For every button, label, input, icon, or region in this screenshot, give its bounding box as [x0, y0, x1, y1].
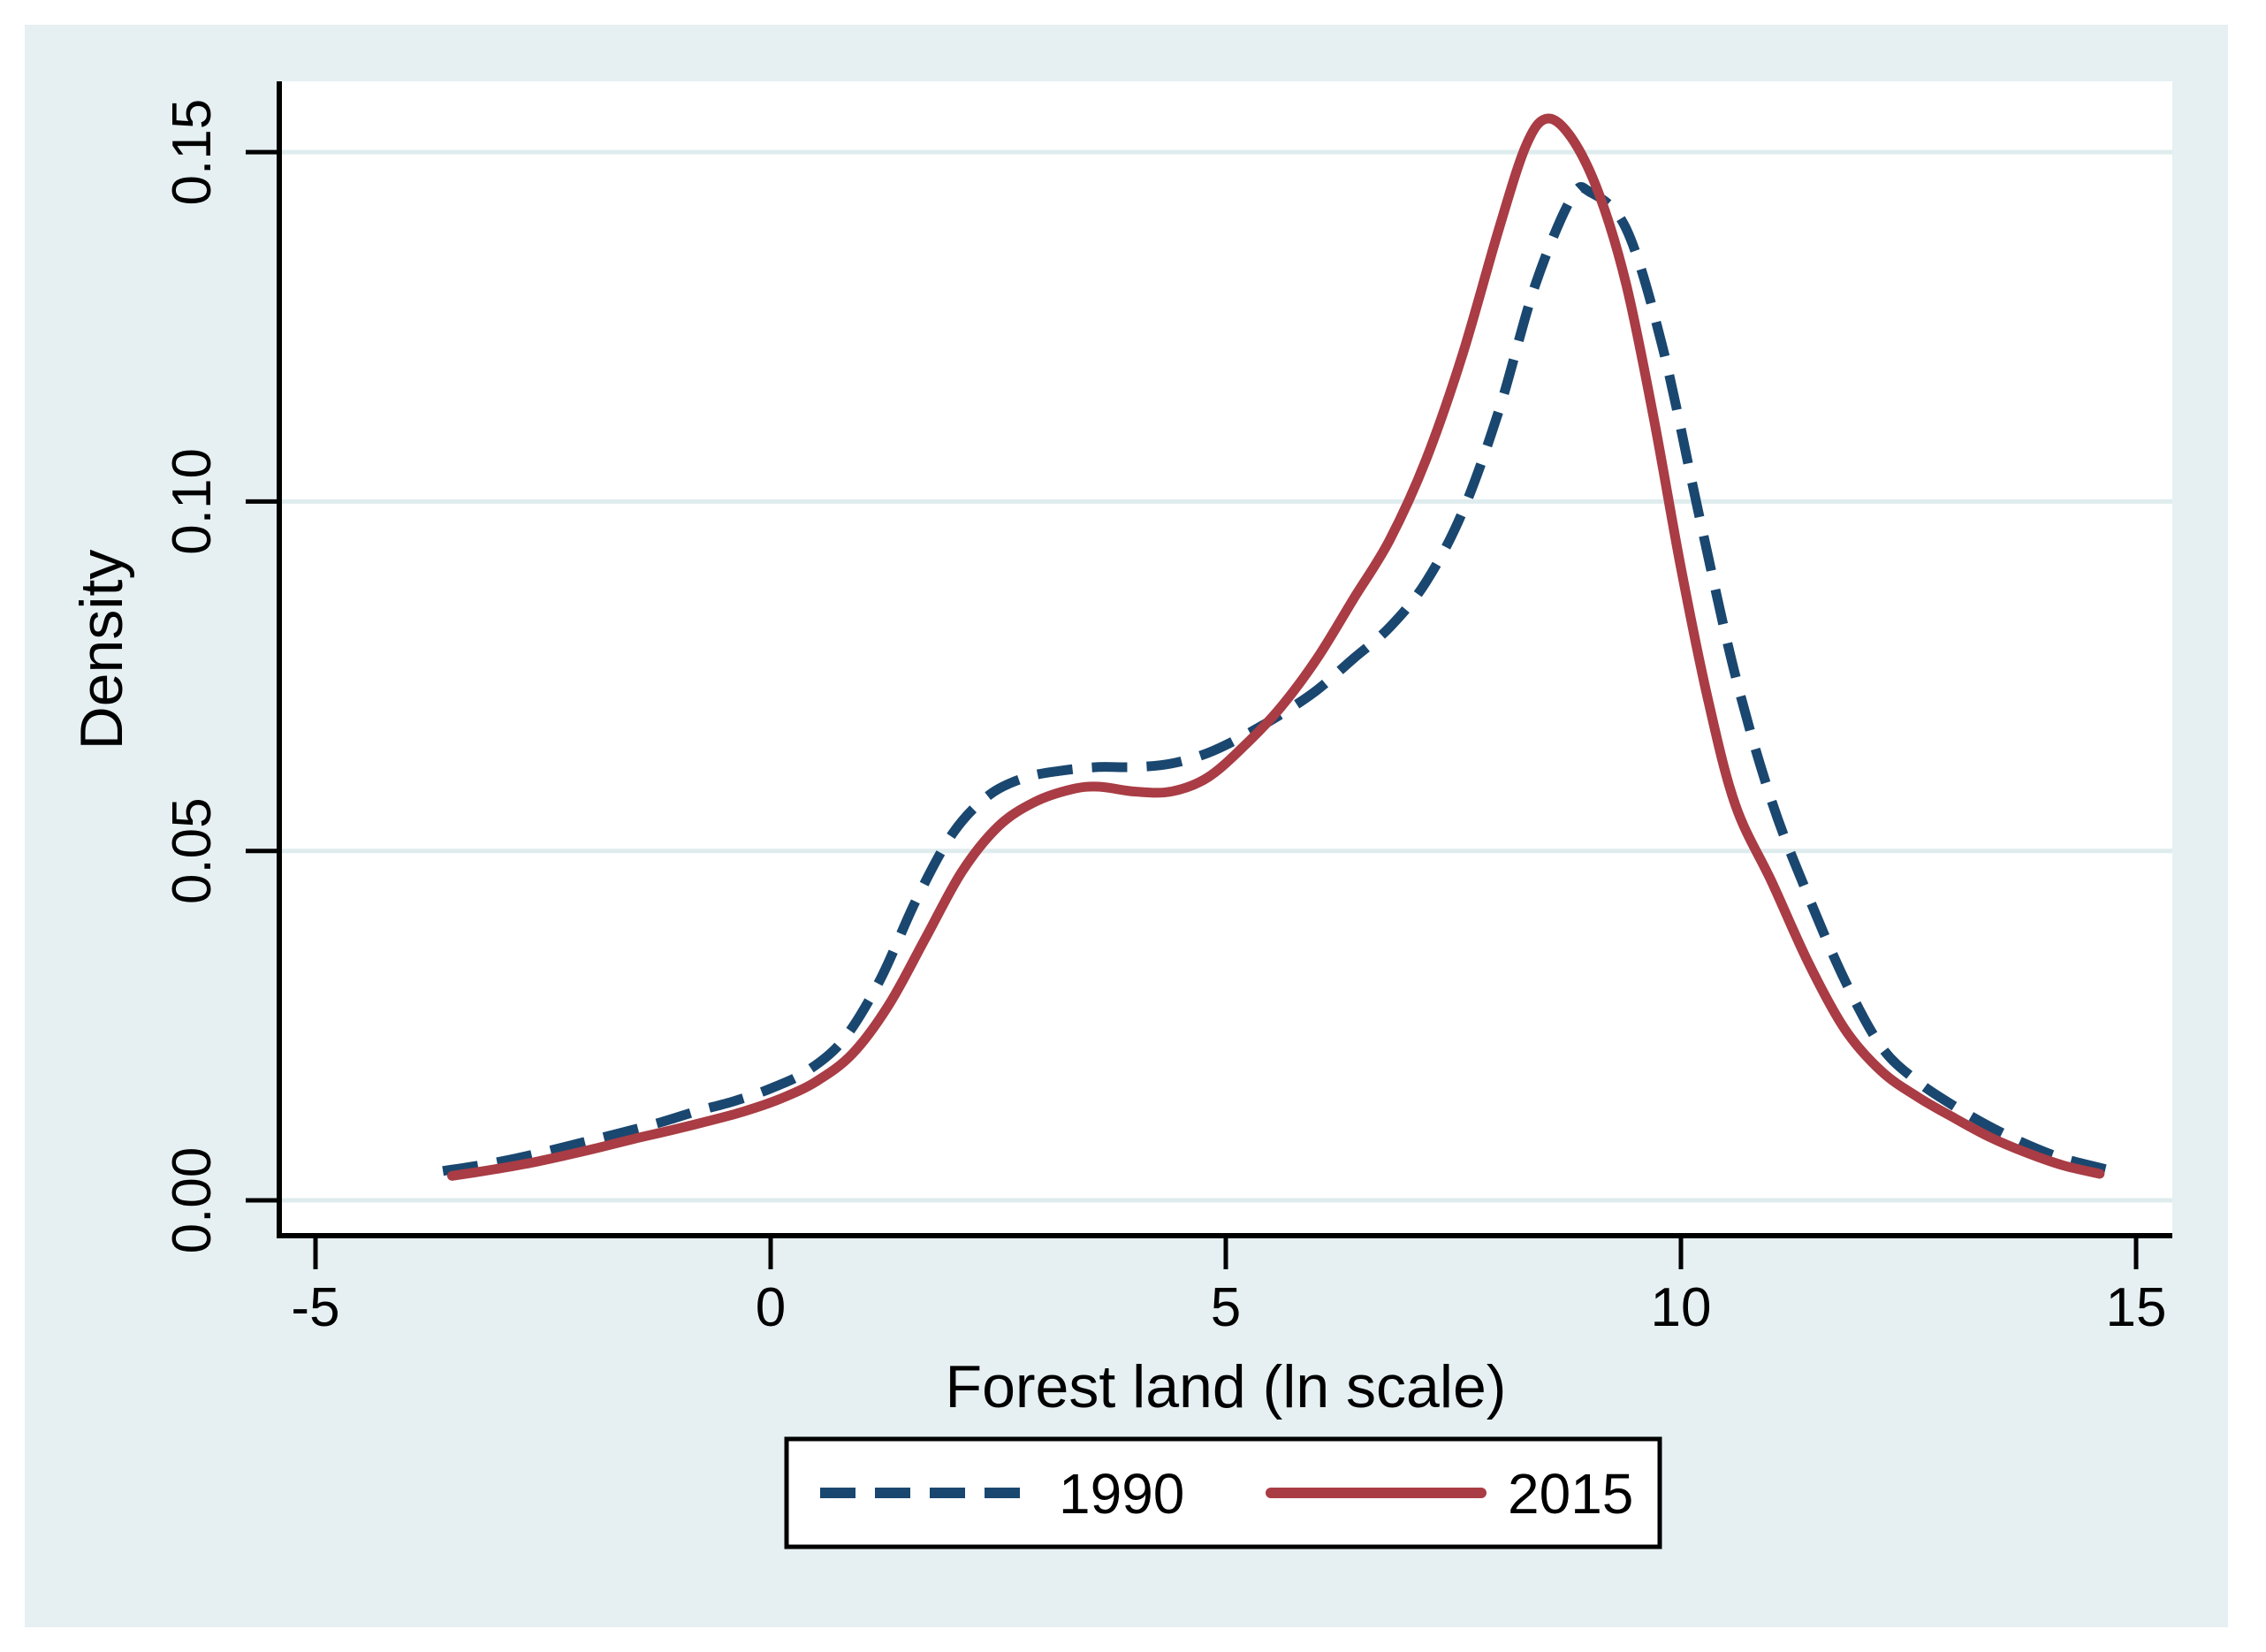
density-curves [442, 113, 2115, 1181]
tick-labels: 0.00 0.05 0.10 0.15 -5 0 5 10 15 [162, 99, 2166, 1338]
x-tick-label-0: 0 [756, 1277, 786, 1338]
legend-label-2015: 2015 [1508, 1462, 1633, 1526]
y-tick-label-0.1: 0.10 [162, 448, 223, 555]
density-curve-1990 [442, 182, 2115, 1176]
y-tick-label-0: 0.00 [162, 1147, 223, 1254]
gridlines [279, 149, 2172, 1203]
y-tick-label-0.15: 0.15 [162, 99, 223, 206]
y-axis-title: Density [68, 550, 135, 750]
y-tick-label-0.05: 0.05 [162, 797, 223, 904]
x-axis-title: Forest land (ln scale) [946, 1353, 1507, 1420]
axes [246, 81, 2172, 1269]
legend-label-1990: 1990 [1059, 1462, 1184, 1526]
x-tick-label--5: -5 [291, 1277, 339, 1338]
legend: 1990 2015 [784, 1436, 1662, 1549]
x-tick-label-5: 5 [1211, 1277, 1241, 1338]
x-tick-label-15: 15 [2106, 1277, 2167, 1338]
x-tick-label-10: 10 [1651, 1277, 1712, 1338]
density-curve-2015 [447, 113, 2105, 1181]
